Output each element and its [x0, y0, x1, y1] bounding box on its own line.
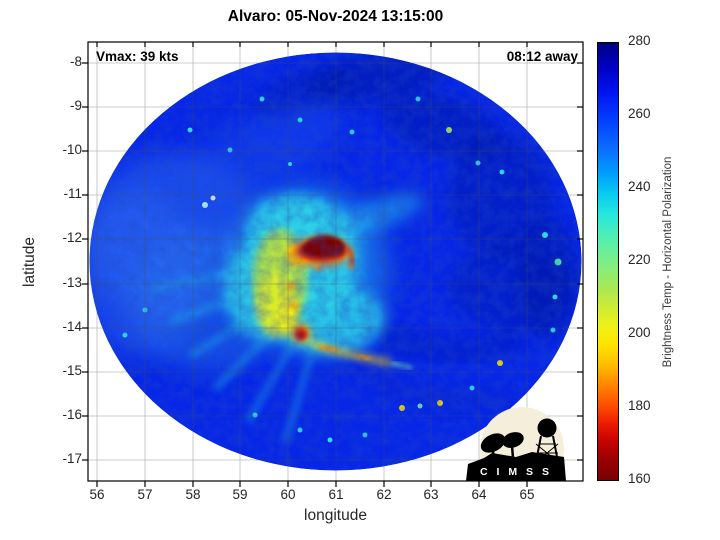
page-title: Alvaro: 05-Nov-2024 13:15:00 [227, 8, 444, 25]
vmax-annotation: Vmax: 39 kts [96, 49, 179, 64]
satellite-swath-disk [89, 52, 582, 471]
colorbar-tick-label: 180 [628, 398, 651, 413]
x-tick-label: 59 [232, 487, 248, 502]
colorbar-tick-label: 240 [628, 179, 651, 194]
x-tick-label: 62 [376, 487, 392, 502]
x-tick-label: 57 [137, 487, 153, 502]
colorbar-axis-label: Brightness Temp - Horizontal Polarizatio… [662, 156, 674, 368]
axis-ticks [82, 42, 583, 487]
colorbar-tick-label: 160 [628, 471, 651, 486]
y-tick-label: -13 [62, 275, 82, 290]
y-tick-label: -17 [62, 451, 82, 466]
x-tick-label: 61 [328, 487, 344, 502]
y-tick-label: -10 [62, 142, 82, 157]
y-tick-label: -15 [62, 363, 82, 378]
colorbar-tick-label: 280 [628, 33, 651, 48]
eta-annotation: 08:12 away [506, 49, 578, 64]
y-tick-label: -8 [69, 54, 82, 69]
logo-silhouette [466, 418, 566, 481]
y-tick-label: -11 [63, 186, 82, 201]
x-tick-label: 63 [423, 487, 439, 502]
colorbar-tick-label: 260 [628, 106, 651, 121]
y-tick-label: -14 [62, 319, 82, 334]
x-tick-label: 65 [519, 487, 535, 502]
y-tick-label: -9 [69, 98, 82, 113]
y-tick-label: -12 [62, 230, 82, 245]
colorbar-tick-label: 200 [628, 325, 651, 340]
x-tick-label: 58 [185, 487, 201, 502]
colorbar [597, 42, 619, 481]
noise-speckle [89, 52, 582, 471]
x-tick-label: 60 [280, 487, 296, 502]
x-tick-label: 56 [89, 487, 105, 502]
x-axis-label: longitude [304, 507, 367, 524]
y-tick-label: -16 [62, 407, 82, 422]
y-axis-label: latitude [21, 237, 38, 287]
x-tick-label: 64 [471, 487, 487, 502]
logo-text: C I M S S [480, 466, 552, 478]
storm-map: C I M S S [82, 41, 584, 487]
colorbar-tick-label: 220 [628, 252, 651, 267]
cimss-logo: C I M S S [466, 407, 566, 481]
